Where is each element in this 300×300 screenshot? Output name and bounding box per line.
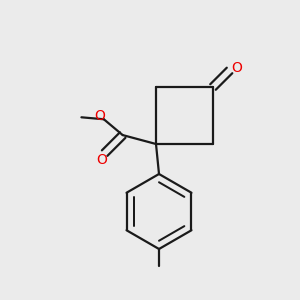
Text: O: O xyxy=(231,61,242,75)
Text: O: O xyxy=(96,153,107,167)
Text: O: O xyxy=(94,109,105,123)
